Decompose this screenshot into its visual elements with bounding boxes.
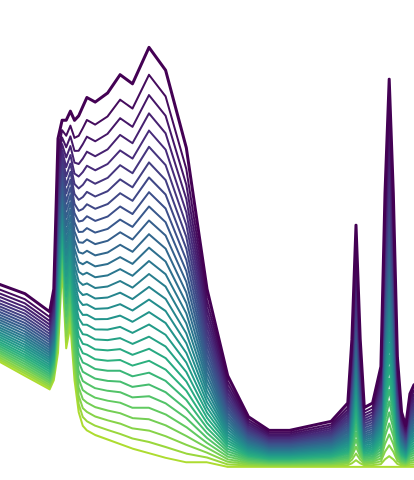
spectrum-line-21 [0, 227, 414, 459]
spectrum-line-22 [0, 232, 414, 460]
spectrum-line-28 [0, 257, 414, 466]
series-group [0, 45, 414, 468]
spectrum-line-24 [0, 240, 414, 462]
spectrum-line-27 [0, 253, 414, 465]
spectrum-line-29 [0, 261, 414, 467]
spectrum-line-23 [0, 236, 414, 461]
spectrum-line-30 [0, 265, 414, 468]
spectrum-line-26 [0, 248, 414, 464]
spectrum-line-19 [0, 219, 414, 457]
spectrum-line-20 [0, 223, 414, 458]
spectrum-line-25 [0, 244, 414, 463]
spectrum-line-1 [0, 45, 414, 432]
